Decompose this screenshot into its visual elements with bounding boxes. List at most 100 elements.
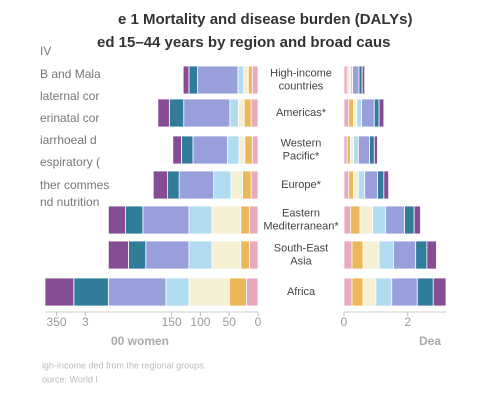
category-label: Western Pacific* — [281, 137, 322, 162]
x-tick-label: 3 — [82, 315, 89, 329]
bar-segment — [248, 240, 259, 270]
bar-segment — [248, 205, 259, 235]
bar-segment — [391, 277, 418, 307]
bar-segment — [361, 98, 375, 128]
bar-segment — [44, 277, 75, 307]
bar-segment — [250, 98, 259, 128]
bar-segment — [183, 98, 231, 128]
bar-segment — [343, 205, 351, 235]
bar-segment — [128, 240, 147, 270]
bar-segment — [361, 65, 366, 95]
category-label: Africa — [287, 286, 316, 298]
bar-segment — [243, 98, 252, 128]
bar-segment — [373, 135, 378, 165]
bar-segment — [178, 170, 215, 200]
bar-segment — [413, 205, 421, 235]
bar-segment — [346, 135, 351, 165]
bar-segment — [251, 65, 259, 95]
x-tick-label: 0 — [341, 315, 348, 329]
bar-segment — [383, 170, 390, 200]
bar-segment — [211, 205, 242, 235]
category-label: Americas* — [276, 107, 327, 119]
bar-segment — [353, 135, 359, 165]
bar-segment — [358, 65, 363, 95]
bar-segment — [349, 205, 361, 235]
bar-segment — [145, 240, 190, 270]
bar-segment — [172, 135, 182, 165]
chart-title: ed 15–44 years by region and broad caus — [97, 34, 390, 51]
bar-segment — [197, 65, 239, 95]
bar-segment — [73, 277, 109, 307]
legend-text: ther commes — [40, 178, 109, 192]
bar-segment — [107, 277, 167, 307]
bar-segment — [247, 65, 253, 95]
bar-segment — [125, 205, 144, 235]
bar-segment — [243, 65, 249, 95]
bar-segment — [372, 205, 386, 235]
x-axis-label: 00 women — [111, 334, 169, 348]
legend-text: laternal cor — [40, 89, 99, 103]
bar-segment — [228, 277, 247, 307]
bar-segment — [167, 170, 180, 200]
category-label: Europe* — [281, 179, 321, 191]
bar-segment — [182, 65, 190, 95]
bar-segment — [393, 240, 417, 270]
bar-segment — [353, 98, 358, 128]
category-label: High-income countries — [270, 67, 332, 92]
bar-segment — [359, 205, 374, 235]
bar-segment — [244, 135, 253, 165]
bar-segment — [364, 170, 378, 200]
bar-segment — [356, 98, 362, 128]
bar-segment — [240, 240, 250, 270]
bar-segment — [352, 65, 360, 95]
bar-segment — [373, 98, 380, 128]
bar-segment — [237, 65, 245, 95]
category-label: Eastern Mediterranean* — [263, 207, 339, 232]
bar-segment — [165, 277, 190, 307]
bar-segment — [229, 98, 239, 128]
footnote: ource: World I — [42, 374, 98, 384]
bar-segment — [343, 135, 348, 165]
bar-segment — [188, 277, 230, 307]
bar-segment — [107, 205, 126, 235]
legend-text: nd nutrition — [40, 195, 99, 209]
bar-segment — [192, 135, 228, 165]
bar-segment — [238, 135, 246, 165]
legend-text: iarrhoeal d — [40, 133, 97, 147]
bar-segment — [181, 135, 194, 165]
bar-segment — [213, 170, 232, 200]
bar-segment — [142, 205, 190, 235]
bar-segment — [378, 240, 394, 270]
x-tick-label: 2 — [404, 315, 411, 329]
legend-text: IV — [40, 44, 51, 58]
bar-segment — [230, 170, 243, 200]
bar-segment — [348, 170, 354, 200]
bar-segment — [188, 205, 213, 235]
bar-segment — [348, 98, 354, 128]
bar-segment — [250, 170, 259, 200]
bar-segment — [343, 240, 353, 270]
bar-segment — [242, 170, 252, 200]
x-tick-label: 150 — [162, 315, 182, 329]
bar-segment — [343, 65, 348, 95]
bar-segment — [157, 98, 170, 128]
bar-segment — [351, 277, 364, 307]
x-tick-label: 100 — [190, 315, 210, 329]
legend-text: espiratory ( — [40, 155, 100, 169]
bar-segment — [353, 170, 359, 200]
bar-segment — [343, 277, 353, 307]
x-tick-label: 50 — [223, 315, 237, 329]
category-label: South-East Asia — [274, 242, 328, 267]
bar-segment — [238, 98, 245, 128]
bar-segment — [432, 277, 447, 307]
bar-segment — [377, 170, 385, 200]
bar-segment — [188, 65, 198, 95]
bar-segment — [362, 240, 380, 270]
bar-segment — [227, 135, 240, 165]
x-axis-label: Dea — [419, 334, 441, 348]
bar-segment — [246, 277, 259, 307]
bar-segment — [168, 98, 185, 128]
bar-segment — [152, 170, 169, 200]
legend-text: B and Mala — [40, 67, 101, 81]
